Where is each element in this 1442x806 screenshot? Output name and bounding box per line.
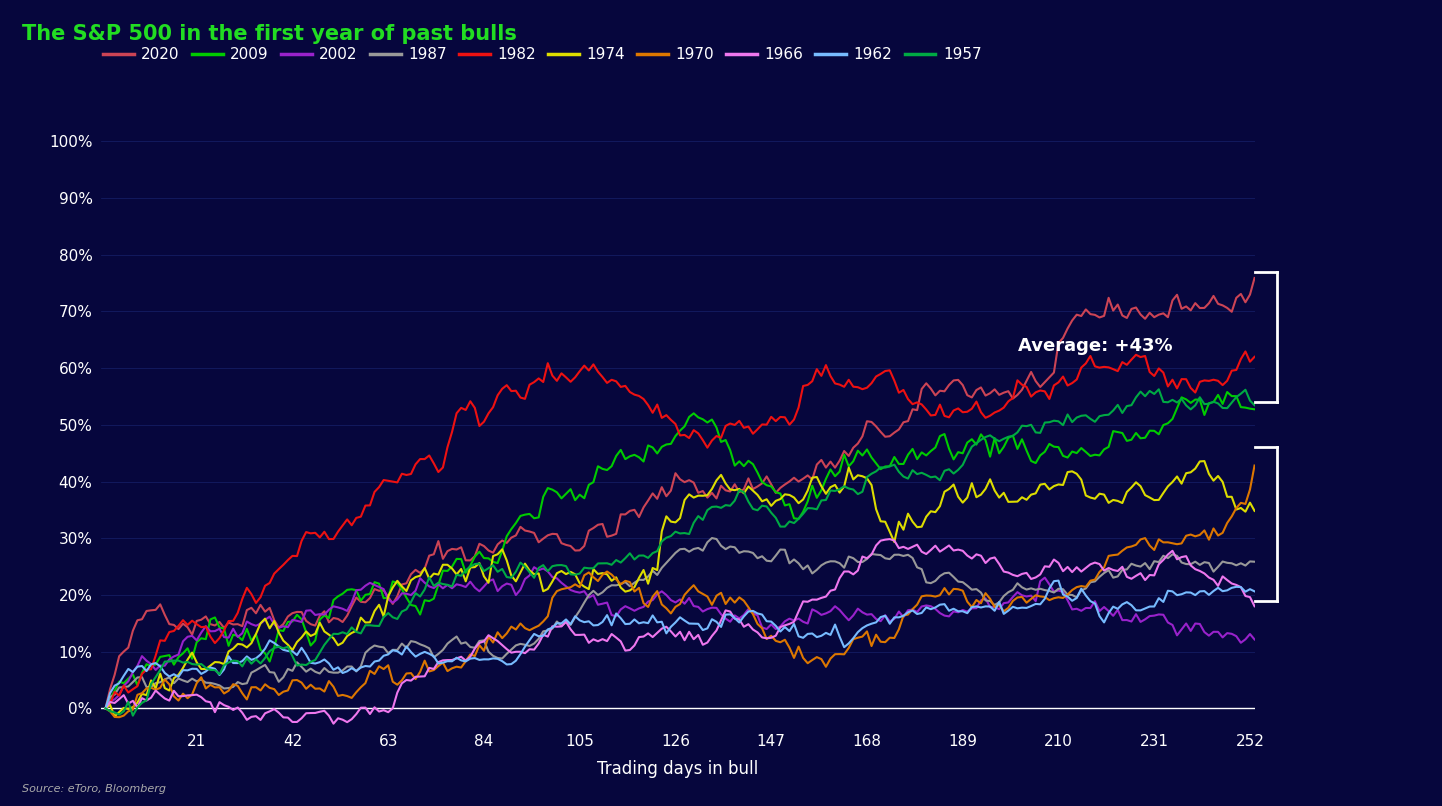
Text: The S&P 500 in the first year of past bulls: The S&P 500 in the first year of past bu… — [22, 24, 516, 44]
Text: Average: +43%: Average: +43% — [1018, 337, 1172, 355]
Text: Source: eToro, Bloomberg: Source: eToro, Bloomberg — [22, 784, 166, 794]
Legend: 2020, 2009, 2002, 1987, 1982, 1974, 1970, 1966, 1962, 1957: 2020, 2009, 2002, 1987, 1982, 1974, 1970… — [97, 41, 988, 68]
X-axis label: Trading days in bull: Trading days in bull — [597, 760, 758, 778]
